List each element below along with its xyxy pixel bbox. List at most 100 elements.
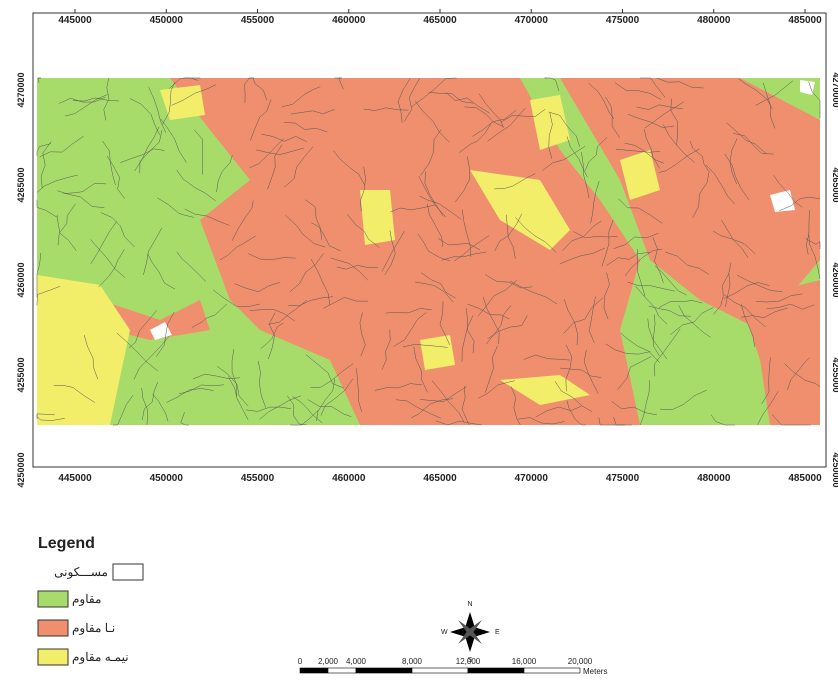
- x-tick-label: 460000: [332, 15, 366, 26]
- drainage-line: [808, 81, 821, 119]
- scale-segment: [355, 667, 413, 674]
- drainage-line: [487, 315, 528, 340]
- drainage-line: [721, 219, 749, 259]
- drainage-line: [260, 322, 284, 349]
- drainage-line: [289, 253, 324, 292]
- drainage-line: [766, 303, 815, 310]
- drainage-line: [779, 196, 821, 211]
- drainage-line: [654, 265, 687, 296]
- drainage-line: [603, 272, 610, 320]
- drainage-line: [53, 385, 95, 403]
- drainage-line: [98, 249, 125, 288]
- drainage-line: [305, 354, 344, 389]
- drainage-line: [259, 395, 302, 420]
- scale-label: 8,000: [402, 657, 423, 666]
- drainage-line: [415, 281, 454, 303]
- drainage-line: [437, 238, 481, 251]
- semi-resistant-zone: [360, 190, 395, 245]
- drainage-line: [323, 297, 368, 309]
- drainage-line: [90, 239, 126, 279]
- drainage-line: [219, 235, 256, 261]
- drainage-line: [346, 213, 380, 248]
- x-tick-label: 470000: [515, 473, 549, 484]
- x-tick-label: 480000: [697, 473, 731, 484]
- drainage-line: [535, 405, 582, 418]
- map-frame: [32, 12, 827, 468]
- drainage-line: [194, 129, 203, 175]
- drainage-line: [359, 312, 366, 357]
- drainage-line: [147, 253, 176, 290]
- drainage-line: [656, 77, 704, 89]
- scale-segment: [411, 667, 469, 674]
- drainage-line: [757, 391, 779, 426]
- drainage-line: [166, 388, 214, 403]
- legend-item: نـا مقاوم: [72, 621, 115, 635]
- x-tick-label: 475000: [606, 473, 640, 484]
- legend-item: نیمـه مقاوم: [72, 650, 129, 664]
- drainage-line: [413, 346, 428, 393]
- south-label: S: [468, 657, 473, 664]
- semi-resistant-zone: [470, 170, 570, 250]
- drainage-line: [544, 77, 560, 92]
- drainage-line: [805, 238, 821, 250]
- drainage-line: [584, 136, 608, 171]
- drainage-line: [583, 349, 599, 394]
- scale-segment: [467, 667, 525, 674]
- drainage-line: [330, 257, 369, 281]
- drainage-line: [148, 87, 167, 133]
- scale-unit: Meters: [583, 667, 607, 676]
- drainage-line: [307, 399, 352, 417]
- drainage-line: [482, 296, 500, 344]
- drainage-line: [411, 398, 454, 419]
- drainage-line: [176, 169, 216, 202]
- drainage-line: [267, 144, 283, 190]
- drainage-line: [689, 140, 709, 172]
- x-tick-label: 455000: [241, 473, 275, 484]
- drainage-line: [484, 274, 533, 289]
- drainage-line: [464, 106, 504, 127]
- drainage-line: [257, 360, 266, 408]
- residential-zone: [150, 322, 172, 340]
- x-tick-label: 485000: [788, 15, 822, 26]
- drainage-line: [320, 378, 354, 416]
- drainage-line: [710, 414, 736, 426]
- drainage-line: [523, 354, 571, 361]
- drainage-line: [588, 296, 596, 343]
- drainage-line: [316, 378, 336, 422]
- drainage-line: [601, 219, 614, 267]
- scale-segment: [299, 667, 329, 674]
- y-tick-label: 4250000: [16, 452, 26, 487]
- drainage-line: [213, 289, 260, 307]
- drainage-line: [461, 315, 474, 363]
- drainage-line: [106, 155, 125, 199]
- drainage-line: [620, 332, 660, 363]
- drainage-line: [647, 318, 668, 360]
- drainage-line: [740, 307, 788, 318]
- drainage-line: [453, 235, 490, 262]
- non-resistant-zone: [170, 78, 640, 425]
- drainage-line: [395, 399, 441, 419]
- x-tick-label: 470000: [515, 15, 549, 26]
- drainage-line: [57, 203, 76, 246]
- y-tick-label: 4250000: [831, 452, 838, 487]
- drainage-line: [420, 272, 456, 299]
- legend-swatch-non-resistant: [37, 619, 69, 637]
- drainage-line: [169, 77, 201, 89]
- drainage-line: [590, 181, 600, 224]
- map-area: [36, 77, 821, 426]
- drainage-line: [665, 251, 709, 275]
- legend-item: مقاوم: [72, 592, 101, 606]
- drainage-line: [156, 311, 175, 357]
- drainage-line: [605, 96, 621, 139]
- drainage-line: [478, 93, 504, 128]
- drainage-line: [180, 412, 190, 426]
- drainage-line: [36, 143, 52, 156]
- drainage-line: [171, 84, 217, 106]
- drainage-line: [729, 138, 738, 185]
- drainage-line: [515, 217, 557, 253]
- drainage-line: [419, 386, 467, 402]
- drainage-line: [356, 368, 363, 412]
- semi-resistant-zone: [500, 375, 590, 405]
- drainage-line: [614, 82, 662, 100]
